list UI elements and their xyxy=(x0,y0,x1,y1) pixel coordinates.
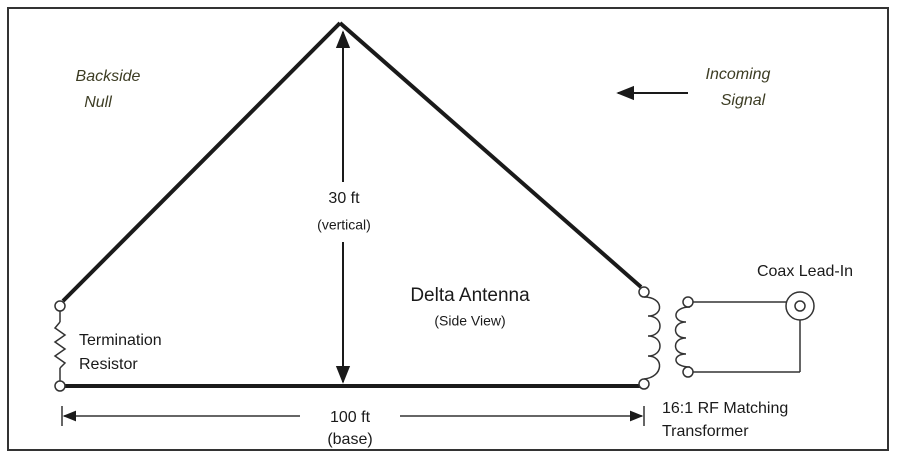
backside-label: Backside xyxy=(76,68,141,85)
height-value: 30 ft xyxy=(328,190,360,207)
termination-label: Resistor xyxy=(79,356,138,373)
antenna-title: Delta Antenna xyxy=(410,285,530,306)
base-value: 100 ft xyxy=(330,409,371,426)
frame xyxy=(7,7,889,451)
coax-label: Coax Lead-In xyxy=(757,263,853,280)
base-dimension xyxy=(61,406,645,426)
incoming-label: Incoming xyxy=(706,66,771,83)
backside-label: Null xyxy=(84,94,112,111)
transformer-label: Transformer xyxy=(662,423,749,440)
height-note: (vertical) xyxy=(317,217,371,233)
antenna-wire xyxy=(61,21,643,388)
base-note: (base) xyxy=(327,431,372,448)
termination-resistor xyxy=(53,300,67,392)
incoming-label: Signal xyxy=(721,92,766,109)
termination-label: Termination xyxy=(79,332,162,349)
transformer xyxy=(638,286,815,390)
antenna-view: (Side View) xyxy=(434,313,505,329)
transformer-label: 16:1 RF Matching xyxy=(662,400,788,417)
